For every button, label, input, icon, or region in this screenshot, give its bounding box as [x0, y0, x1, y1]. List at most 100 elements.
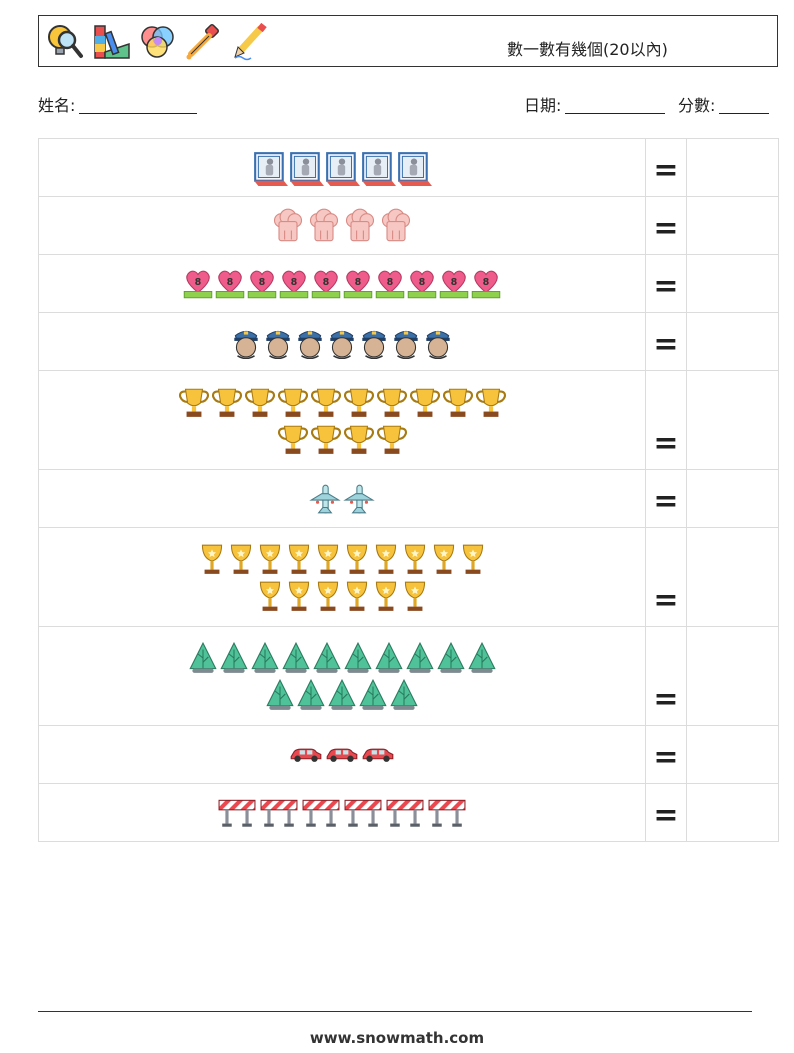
name-field[interactable]: 姓名: [38, 92, 198, 116]
chef-hat-icon [345, 208, 375, 241]
trophy-cup-icon [376, 425, 407, 454]
answer-box[interactable] [686, 725, 779, 784]
answer-box[interactable] [686, 626, 779, 726]
svg-text:8: 8 [387, 277, 394, 288]
picture-group [38, 725, 646, 784]
count-row: = [38, 196, 779, 255]
trophy-cup-icon [178, 388, 209, 417]
equals-sign: = [653, 798, 679, 833]
count-row: = [38, 469, 779, 528]
count-row: = [38, 783, 779, 842]
car-icon [290, 748, 322, 762]
equals-sign: = [653, 583, 679, 618]
tree-icon [250, 641, 279, 673]
heart-badge-icon: 8 [279, 270, 309, 298]
picture-group [38, 527, 646, 627]
eyedropper-icon [186, 24, 219, 60]
picture-group [38, 196, 646, 255]
trophy-cup-icon [376, 388, 407, 417]
goblet-trophy-icon [375, 581, 396, 611]
score-field[interactable]: 分數: [678, 92, 770, 116]
goblet-trophy-icon [201, 544, 222, 574]
count-row: = [38, 370, 779, 470]
airplane-icon [309, 484, 341, 513]
equals-cell: = [645, 196, 687, 255]
answer-box[interactable] [686, 196, 779, 255]
answer-box[interactable] [686, 783, 779, 842]
score-blank[interactable] [719, 97, 770, 114]
date-field[interactable]: 日期: [524, 92, 666, 116]
heart-badge-icon: 8 [471, 270, 501, 298]
pencil-icon [234, 22, 267, 61]
heart-badge-icon: 8 [215, 270, 245, 298]
tree-icon [405, 641, 434, 673]
chef-hat-icon [381, 208, 411, 241]
tree-icon [343, 641, 372, 673]
car-icon [326, 748, 358, 762]
heart-badge-icon: 8 [343, 270, 373, 298]
goblet-trophy-icon [346, 581, 367, 611]
heart-badge-icon: 8 [407, 270, 437, 298]
equals-sign: = [653, 211, 679, 246]
date-blank[interactable] [565, 97, 666, 114]
trophy-cup-icon [211, 388, 242, 417]
elevator-icon [290, 151, 324, 186]
goblet-trophy-icon [433, 544, 454, 574]
goblet-trophy-icon [375, 544, 396, 574]
worksheet-header: 數一數有幾個(20以內) [38, 15, 778, 67]
equals-sign: = [653, 682, 679, 717]
footer-divider [38, 1011, 752, 1012]
tree-icon [467, 641, 496, 673]
elevator-icon [362, 151, 396, 186]
trophy-cup-icon [244, 388, 275, 417]
answer-box[interactable] [686, 469, 779, 528]
tree-icon [390, 678, 418, 710]
equals-cell: = [645, 312, 687, 371]
tree-icon [374, 641, 403, 673]
equals-cell: = [645, 626, 687, 726]
equals-cell: = [645, 725, 687, 784]
elevator-icon [326, 151, 360, 186]
date-label: 日期: [524, 96, 562, 115]
police-officer-icon [362, 330, 386, 359]
answer-box[interactable] [686, 370, 779, 470]
heart-badge-icon: 8 [439, 270, 469, 298]
equals-sign: = [653, 327, 679, 362]
goblet-trophy-icon [259, 581, 280, 611]
trophy-cup-icon [475, 388, 506, 417]
heart-badge-icon: 8 [247, 270, 277, 298]
svg-text:8: 8 [451, 277, 458, 288]
airplane-icon [343, 484, 375, 513]
tree-icon [297, 678, 325, 710]
svg-text:8: 8 [259, 277, 266, 288]
answer-box[interactable] [686, 312, 779, 371]
goblet-trophy-icon [404, 544, 425, 574]
picture-group [38, 783, 646, 842]
equals-cell: = [645, 370, 687, 470]
road-barrier-icon [386, 799, 424, 827]
header-icons [45, 20, 269, 64]
trophy-cup-icon [343, 425, 374, 454]
equals-sign: = [653, 269, 679, 304]
count-row: 8 8 8 8 8 8 8 8 8 8 = [38, 254, 779, 313]
score-label: 分數: [678, 96, 716, 115]
answer-box[interactable] [686, 138, 779, 197]
equals-sign: = [653, 426, 679, 461]
answer-box[interactable] [686, 527, 779, 627]
heart-badge-icon: 8 [311, 270, 341, 298]
heart-badge-icon: 8 [375, 270, 405, 298]
goblet-trophy-icon [288, 544, 309, 574]
tree-icon [312, 641, 341, 673]
count-row: = [38, 725, 779, 784]
footer-website: www.snowmath.com [309, 1029, 485, 1047]
tree-icon [219, 641, 248, 673]
counting-table: = = 8 8 8 8 8 8 8 8 [38, 138, 779, 842]
tree-icon [328, 678, 356, 710]
chef-hat-icon [273, 208, 303, 241]
road-barrier-icon [302, 799, 340, 827]
road-barrier-icon [344, 799, 382, 827]
equals-sign: = [653, 153, 679, 188]
answer-box[interactable] [686, 254, 779, 313]
chef-hat-icon [309, 208, 339, 241]
name-blank[interactable] [79, 97, 198, 114]
